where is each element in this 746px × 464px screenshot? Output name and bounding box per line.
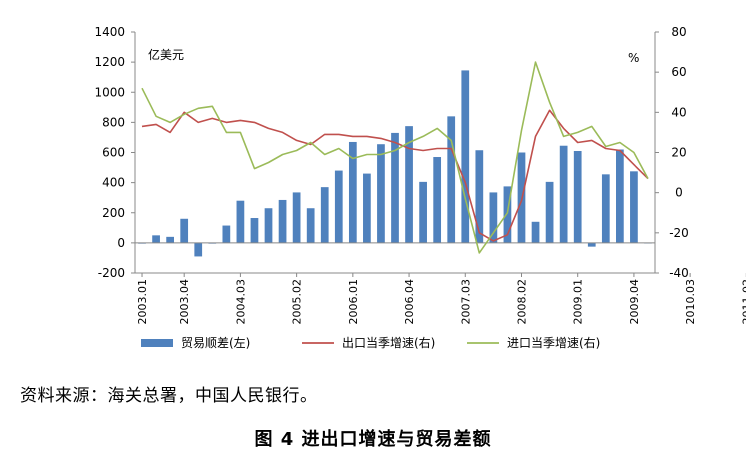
bar	[489, 192, 498, 243]
bar	[320, 187, 329, 243]
left-axis-unit: 亿美元	[148, 47, 184, 62]
source-note: 资料来源：海关总署，中国人民银行。	[20, 386, 318, 406]
x-tick-label: 2011.02	[740, 279, 746, 325]
bar	[545, 181, 554, 243]
bar	[461, 70, 470, 243]
right-axis-unit: %	[628, 51, 639, 65]
bar	[405, 126, 413, 243]
bar	[559, 145, 568, 243]
bar	[616, 149, 624, 243]
right-tick-label: -20	[669, 226, 689, 240]
right-tick-label: 80	[671, 25, 686, 39]
legend-label: 贸易顺差(左)	[181, 335, 250, 350]
x-axis-ticks: 2003.01 2003.04 2004.03 2005.02 2006.01 2006.…	[136, 273, 746, 325]
bar	[601, 174, 610, 243]
bar	[264, 208, 273, 243]
legend-label: 出口当季增速(右)	[342, 335, 435, 350]
bar	[348, 141, 357, 243]
bar	[166, 236, 174, 243]
x-tick-label: 2006.04	[403, 279, 416, 325]
legend-label: 进口当季增速(右)	[507, 335, 600, 350]
bar	[433, 157, 442, 243]
line-series	[141, 61, 649, 254]
bar	[419, 181, 427, 243]
right-tick-label: 40	[671, 105, 686, 119]
bar	[377, 144, 385, 243]
bar	[334, 170, 343, 243]
bar	[250, 218, 259, 243]
x-tick-label: 2008.02	[515, 279, 528, 325]
figure-caption: 图 4 进出口增速与贸易差额	[254, 429, 492, 450]
legend-swatch	[141, 339, 173, 347]
series-line	[141, 61, 649, 254]
bar	[363, 173, 371, 243]
bar	[152, 235, 160, 243]
bar	[573, 150, 582, 243]
bar	[587, 242, 596, 247]
right-tick-label: -40	[669, 266, 689, 280]
series-line	[141, 109, 649, 242]
bar	[630, 171, 638, 243]
bar	[531, 221, 540, 243]
x-tick-label: 2003.01	[136, 279, 149, 325]
right-axis-ticks: -40 -20 0 20 40 60 80	[655, 25, 689, 280]
right-tick-label: 0	[675, 186, 683, 200]
legend: 贸易顺差(左) 出口当季增速(右) 进口当季增速(右)	[141, 335, 600, 350]
x-tick-label: 2005.02	[291, 279, 304, 325]
bar	[447, 116, 456, 243]
left-tick-label: 800	[102, 115, 125, 129]
bar	[194, 242, 203, 257]
bar	[278, 199, 287, 243]
left-tick-label: 200	[102, 206, 125, 220]
right-tick-label: 60	[671, 65, 686, 79]
right-tick-label: 20	[671, 146, 686, 160]
x-tick-label: 2010.03	[684, 279, 697, 325]
bar	[292, 192, 301, 243]
bar	[475, 150, 484, 243]
x-tick-label: 2007.03	[459, 279, 472, 325]
bar	[503, 186, 512, 243]
bar	[222, 225, 231, 243]
bar	[236, 200, 245, 243]
left-axis-ticks: -200 0 200 400 600 800 1000 1200 1400	[94, 25, 135, 280]
x-tick-label: 2006.01	[347, 279, 360, 325]
left-tick-label: 1000	[94, 85, 125, 99]
bar	[306, 208, 315, 243]
left-tick-label: 1400	[94, 25, 125, 39]
bar	[391, 132, 399, 243]
x-tick-label: 2009.01	[572, 279, 585, 325]
left-tick-label: -200	[98, 266, 125, 280]
x-tick-label: 2003.04	[178, 279, 191, 325]
bar	[180, 218, 189, 243]
x-tick-label: 2004.03	[234, 279, 247, 325]
left-tick-label: 0	[117, 236, 125, 250]
x-tick-label: 2009.04	[628, 279, 641, 325]
bar-series	[138, 70, 652, 257]
left-tick-label: 400	[102, 176, 125, 190]
left-tick-label: 600	[102, 146, 125, 160]
left-tick-label: 1200	[94, 55, 125, 69]
